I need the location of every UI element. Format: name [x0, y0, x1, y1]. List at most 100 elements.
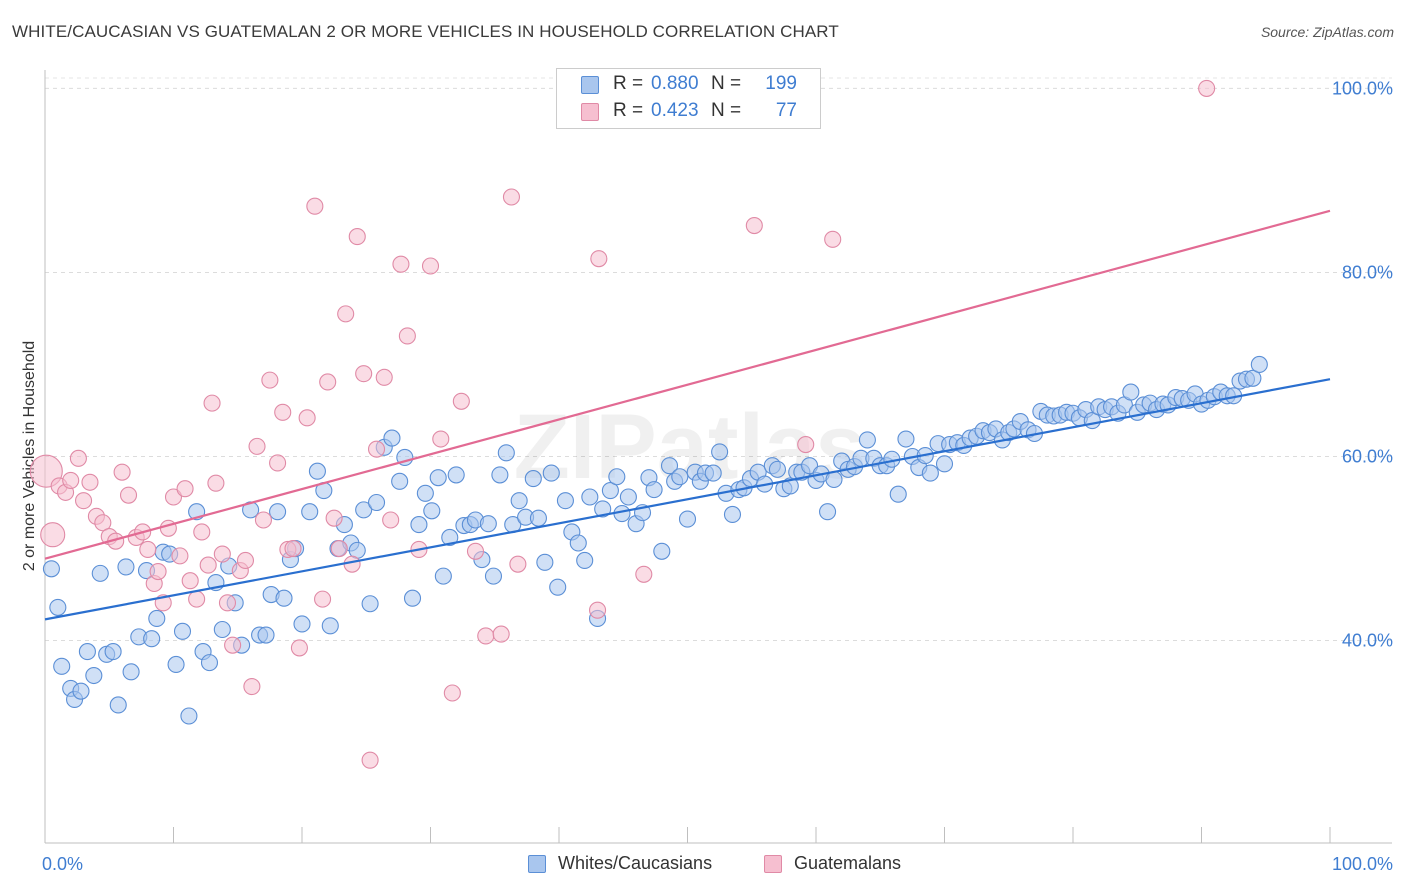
whites-point: [704, 464, 722, 482]
guatemalans-point: [330, 539, 348, 558]
guatemalans-point: [62, 471, 80, 489]
guatemalans-point: [348, 228, 366, 246]
whites-point: [897, 430, 915, 448]
whites-point: [403, 589, 422, 607]
whites-point: [275, 589, 293, 607]
guatemalans-swatch: [764, 855, 782, 873]
whites-point: [576, 551, 594, 570]
stats-box: R = 0.880 N = 199 R = 0.423 N = 77: [556, 68, 821, 129]
guatemalans-point: [149, 562, 167, 581]
guatemalans-point: [306, 197, 324, 215]
whites-point: [173, 622, 192, 640]
guatemalans-point: [797, 435, 815, 454]
whites-point: [109, 696, 127, 714]
whites-point: [447, 466, 465, 484]
guatemalans-point: [355, 365, 373, 383]
whites-swatch: [581, 76, 599, 94]
stats-row-guatemalans: R = 0.423 N = 77: [557, 100, 820, 126]
whites-point: [479, 515, 497, 533]
guatemalans-point: [207, 474, 225, 492]
whites-point: [122, 663, 140, 681]
guatemalans-point: [94, 514, 112, 532]
guatemalans-point: [274, 403, 292, 421]
guatemalans-point: [367, 440, 386, 458]
whites-point: [85, 666, 103, 685]
chart-title: WHITE/CAUCASIAN VS GUATEMALAN 2 OR MORE …: [12, 22, 839, 41]
whites-point: [619, 488, 637, 506]
whites-point: [213, 620, 231, 639]
whites-point: [148, 609, 166, 628]
whites-point: [801, 457, 819, 475]
whites-point: [1250, 355, 1268, 374]
guatemalans-point: [269, 454, 287, 472]
guatemalans-point: [254, 511, 273, 529]
whites-point: [781, 477, 799, 495]
whites-point: [104, 643, 122, 661]
whites-point: [536, 553, 554, 571]
guatemalans-point: [477, 627, 495, 645]
y-tick-label: 60.0%: [1342, 447, 1393, 467]
whites-point: [180, 707, 198, 725]
y-tick-label: 80.0%: [1342, 262, 1393, 282]
r-value: 0.880: [651, 73, 699, 94]
whites-point: [671, 468, 689, 486]
chart-source: Source: ZipAtlas.com: [1260, 24, 1394, 40]
guatemalans-point: [119, 486, 138, 504]
guatemalans-point: [75, 492, 93, 510]
whites-point: [429, 469, 447, 487]
whites-point: [308, 462, 326, 480]
x-tick-label: 100.0%: [1332, 854, 1393, 874]
whites-point: [529, 509, 547, 527]
whites-point: [42, 560, 60, 578]
whites-point: [889, 485, 907, 503]
trend-lines: [44, 209, 1331, 621]
whites-point: [143, 630, 161, 648]
r-value: 0.423: [651, 100, 699, 121]
whites-point: [117, 558, 135, 576]
guatemalans-point: [509, 555, 527, 573]
guatemalans-point: [193, 523, 211, 541]
whites-point: [542, 464, 560, 482]
n-label: N =: [711, 73, 742, 94]
guatemalans-point: [203, 394, 221, 412]
guatemalans-point: [432, 430, 450, 448]
whites-point: [660, 457, 679, 475]
guatemalans-point: [382, 511, 400, 529]
whites-point: [594, 500, 612, 518]
guatemalans-point: [588, 601, 607, 619]
guatemalans-point: [392, 255, 410, 273]
guatemalans-point: [218, 594, 237, 612]
guatemalans-point: [319, 373, 337, 391]
whites-point: [723, 505, 742, 524]
whites-point: [935, 455, 954, 473]
whites-point: [49, 598, 67, 616]
whites-point: [434, 567, 452, 585]
guatemalans-point: [466, 542, 485, 560]
whites-point: [391, 472, 409, 490]
guatemalans-point: [40, 522, 66, 548]
whites-point: [78, 643, 96, 661]
guatemalans-point: [298, 409, 316, 427]
whites-point: [321, 617, 339, 635]
guatemalans-point: [113, 463, 131, 481]
guatemalans-point: [314, 590, 332, 608]
whites-point: [367, 493, 386, 512]
guatemalans-point: [181, 572, 199, 590]
whites-point: [301, 503, 319, 521]
whites-point: [497, 444, 515, 462]
guatemalans-point: [81, 473, 99, 491]
whites-point: [549, 578, 567, 596]
whites-point: [678, 510, 697, 528]
guatemalans-point: [1198, 79, 1216, 97]
guatemalans-point: [213, 545, 231, 563]
whites-point: [1244, 369, 1262, 387]
guatemalans-point: [188, 590, 206, 608]
guatemalans-point: [443, 684, 461, 702]
whites-point: [510, 492, 528, 510]
guatemalans-point: [261, 371, 279, 389]
legend-label: Whites/Caucasians: [558, 853, 713, 873]
guatemalans-point: [199, 556, 217, 574]
n-value: 77: [775, 100, 797, 121]
guatemalans-point: [375, 368, 393, 386]
